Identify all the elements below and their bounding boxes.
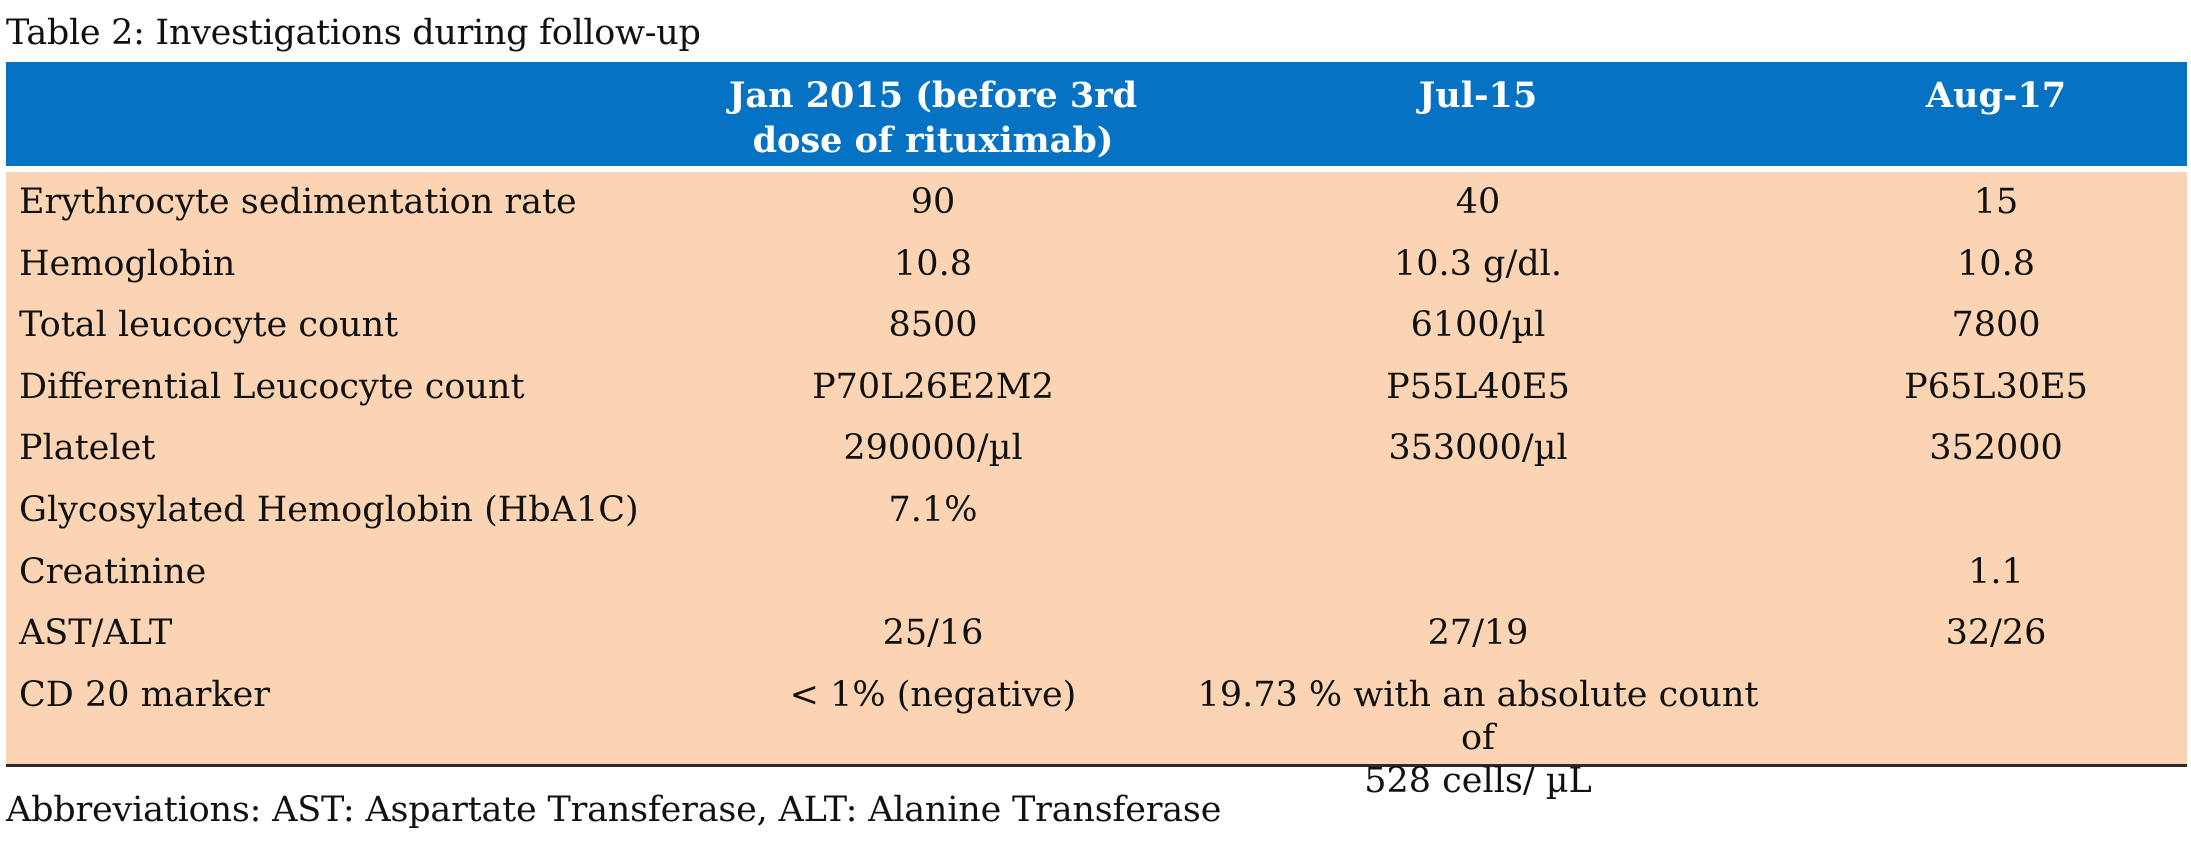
row-label: CD 20 marker	[19, 675, 271, 715]
cell-aug-17: P65L30E5	[1904, 367, 2088, 407]
table-row: Total leucocyte count 8500 6100/µl 7800	[6, 304, 2187, 366]
table-row: Platelet 290000/µl 353000/µl 352000	[6, 427, 2187, 489]
cell-jul-15: 40	[1455, 182, 1501, 222]
header-jan-2015-line2: dose of rituximab)	[752, 120, 1114, 161]
cell-jul-15: 27/19	[1427, 613, 1529, 653]
investigations-table: Jan 2015 (before 3rd dose of rituximab) …	[6, 62, 2187, 801]
cell-jul-15: 10.3 g/dl.	[1394, 244, 1562, 284]
table-row: Differential Leucocyte count P70L26E2M2 …	[6, 366, 2187, 428]
cell-jan-2015: 25/16	[882, 613, 984, 653]
table-row: CD 20 marker < 1% (negative) 19.73 % wit…	[6, 674, 2187, 801]
row-label: Glycosylated Hemoglobin (HbA1C)	[19, 490, 639, 530]
cell-jan-2015: 10.8	[894, 244, 972, 284]
table-header: Jan 2015 (before 3rd dose of rituximab) …	[6, 62, 2187, 166]
cell-jan-2015: 290000/µl	[843, 428, 1023, 468]
header-jan-2015: Jan 2015 (before 3rd dose of rituximab)	[673, 73, 1193, 163]
cell-jul-15-line2: 528 cells/ µL	[1364, 761, 1592, 801]
header-separator	[6, 166, 2187, 172]
header-aug-17: Aug-17	[1925, 75, 2067, 116]
header-jul-15: Jul-15	[1418, 75, 1538, 116]
cell-aug-17: 15	[1973, 182, 2019, 222]
cell-aug-17: 32/26	[1945, 613, 2047, 653]
cell-jul-15: P55L40E5	[1386, 367, 1570, 407]
row-label: AST/ALT	[19, 613, 173, 653]
table-body: Erythrocyte sedimentation rate 90 40 15 …	[6, 172, 2187, 801]
table-row: Erythrocyte sedimentation rate 90 40 15	[6, 181, 2187, 243]
table-row: Creatinine 1.1	[6, 551, 2187, 613]
cell-jan-2015: 7.1%	[888, 490, 978, 530]
cell-aug-17: 10.8	[1957, 244, 2035, 284]
row-label: Hemoglobin	[19, 244, 236, 284]
cell-jul-15: 353000/µl	[1388, 428, 1568, 468]
table-row: Glycosylated Hemoglobin (HbA1C) 7.1%	[6, 489, 2187, 551]
row-label: Erythrocyte sedimentation rate	[19, 182, 577, 222]
table-row: Hemoglobin 10.8 10.3 g/dl. 10.8	[6, 243, 2187, 305]
row-label: Platelet	[19, 428, 156, 468]
cell-jan-2015: P70L26E2M2	[812, 367, 1054, 407]
cell-jan-2015: < 1% (negative)	[789, 675, 1077, 715]
row-label: Creatinine	[19, 552, 207, 592]
table-footnote: Abbreviations: AST: Aspartate Transferas…	[6, 790, 1222, 830]
cell-jan-2015: 8500	[888, 305, 978, 345]
cell-aug-17: 7800	[1951, 305, 2041, 345]
row-label: Total leucocyte count	[19, 305, 399, 345]
cell-aug-17: 352000	[1929, 428, 2063, 468]
cell-jul-15: 6100/µl	[1410, 305, 1546, 345]
cell-jul-15-line1: 19.73 % with an absolute count of	[1197, 675, 1759, 758]
header-jan-2015-line1: Jan 2015 (before 3rd	[728, 75, 1138, 116]
cell-jan-2015: 90	[910, 182, 956, 222]
row-label: Differential Leucocyte count	[19, 367, 525, 407]
table-caption: Table 2: Investigations during follow-up	[6, 13, 701, 53]
table-row: AST/ALT 25/16 27/19 32/26	[6, 612, 2187, 674]
cell-aug-17: 1.1	[1968, 552, 2024, 592]
cell-jul-15: 19.73 % with an absolute count of 528 ce…	[1188, 674, 1768, 803]
